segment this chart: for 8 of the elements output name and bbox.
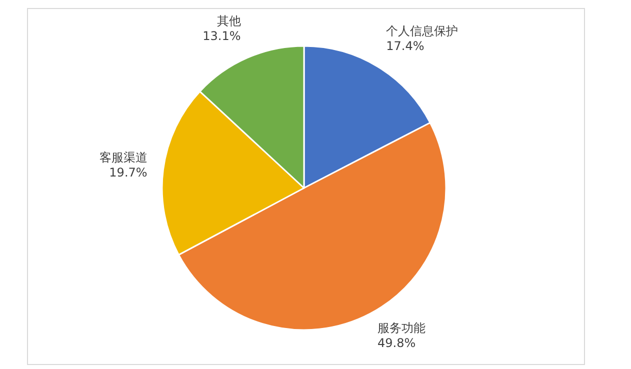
slice-label: 服务功能 bbox=[377, 320, 426, 335]
slice-label: 客服渠道 bbox=[99, 150, 148, 165]
slice-label: 个人信息保护 bbox=[386, 24, 458, 38]
data-label: 19.7% bbox=[109, 166, 148, 180]
slice-label: 其他 bbox=[216, 14, 241, 28]
data-label: 13.1% bbox=[202, 29, 241, 44]
data-label: 17.4% bbox=[386, 39, 424, 54]
data-label: 49.8% bbox=[377, 336, 416, 350]
